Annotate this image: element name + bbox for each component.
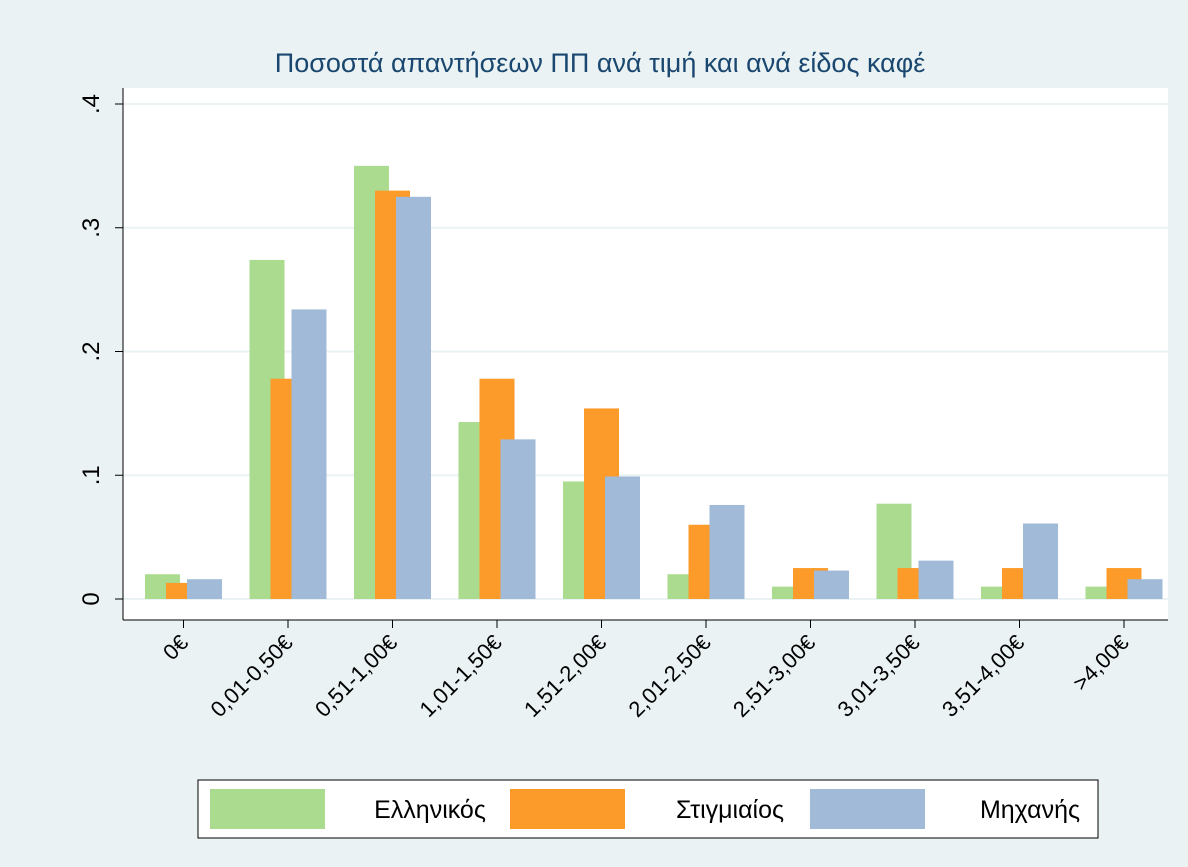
chart-title: Ποσοστά απαντήσεων ΠΠ ανά τιμή και ανά ε… (275, 48, 926, 78)
bar (1127, 579, 1163, 599)
y-tick-label: .2 (78, 341, 105, 361)
bar (396, 196, 431, 599)
y-tick-label: .4 (78, 94, 105, 114)
bar (814, 570, 849, 599)
legend-swatch (210, 789, 325, 829)
bar (605, 476, 640, 599)
bar (918, 560, 954, 599)
bar (291, 309, 327, 599)
legend-box (197, 779, 1099, 839)
legend-label: Μηχανής (980, 796, 1080, 824)
y-tick-label: 0 (78, 592, 105, 605)
legend-label: Στιγμιαίος (676, 796, 784, 824)
bar (187, 579, 222, 599)
bar (1023, 523, 1058, 599)
bar (709, 504, 745, 599)
y-tick-label: .1 (78, 465, 105, 485)
bar (500, 439, 536, 599)
legend-label: Ελληνικός (374, 796, 486, 824)
legend-swatch (510, 789, 625, 829)
y-tick-label: .3 (78, 218, 105, 238)
legend-swatch (810, 789, 925, 829)
